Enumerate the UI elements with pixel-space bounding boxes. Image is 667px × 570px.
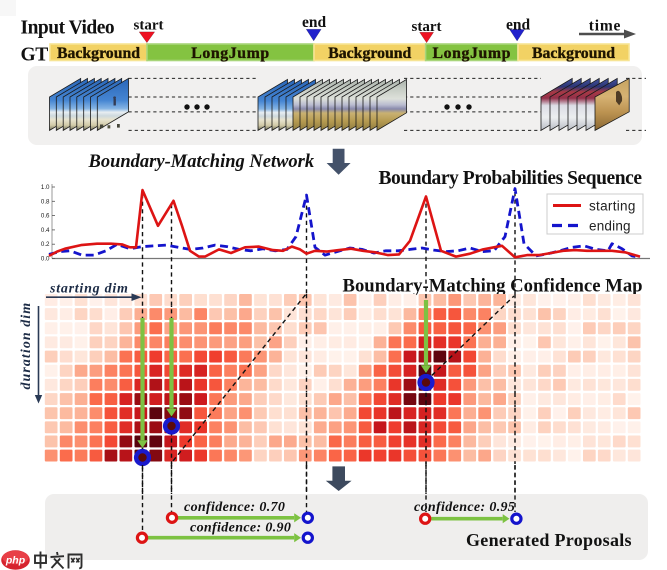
svg-text:ending: ending — [589, 219, 631, 234]
svg-text:0.8: 0.8 — [41, 198, 50, 205]
svg-text:0.4: 0.4 — [41, 227, 50, 234]
svg-text:1.0: 1.0 — [41, 184, 50, 191]
svg-text:time: time — [589, 18, 621, 35]
svg-text:starting dim: starting dim — [49, 282, 129, 297]
svg-text:LongJump: LongJump — [433, 45, 512, 62]
svg-text:Boundary-Matching Confidence M: Boundary-Matching Confidence Map — [343, 276, 643, 297]
svg-text:php: php — [5, 555, 26, 567]
svg-text:0.0: 0.0 — [41, 256, 50, 263]
svg-text:duration dim: duration dim — [19, 302, 34, 390]
svg-text:GT: GT — [21, 44, 49, 65]
svg-text:0.6: 0.6 — [41, 213, 50, 220]
svg-text:LongJump: LongJump — [191, 45, 270, 62]
svg-text:start: start — [134, 18, 164, 34]
svg-text:Input Video: Input Video — [21, 17, 115, 38]
svg-text:0.2: 0.2 — [41, 241, 50, 248]
svg-text:confidence: 0.90: confidence: 0.90 — [190, 521, 291, 536]
svg-text:Background: Background — [57, 45, 140, 62]
svg-text:Boundary Probabilities Sequenc: Boundary Probabilities Sequence — [379, 168, 643, 189]
svg-text:Generated Proposals: Generated Proposals — [466, 530, 632, 550]
svg-text:Boundary-Matching Network: Boundary-Matching Network — [88, 152, 315, 172]
svg-text:end: end — [302, 14, 327, 31]
svg-text:end: end — [506, 17, 531, 34]
svg-text:confidence: 0.70: confidence: 0.70 — [184, 500, 285, 515]
svg-text:confidence: 0.95: confidence: 0.95 — [414, 500, 515, 515]
svg-text:start: start — [412, 19, 442, 35]
svg-text:Background: Background — [328, 45, 411, 62]
svg-text:Background: Background — [532, 45, 615, 62]
svg-text:starting: starting — [589, 199, 636, 214]
